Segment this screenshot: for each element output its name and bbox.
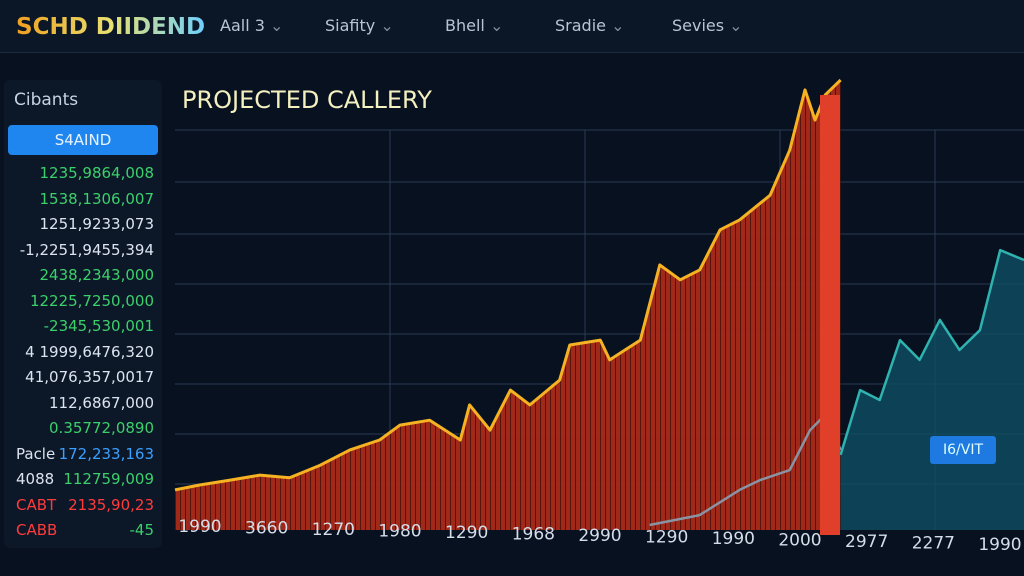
x-tick-label: 1990: [978, 535, 1021, 555]
x-tick-label: 1270: [312, 520, 355, 540]
row-value: 0.35772,0890: [49, 419, 154, 437]
x-tick-label: 3660: [245, 519, 288, 539]
data-row: 0.35772,0890: [8, 419, 154, 437]
x-tick-label: 2977: [845, 532, 888, 552]
dropdown[interactable]: Cibants: [14, 90, 79, 110]
data-row: 1538,1306,007: [8, 190, 154, 208]
x-tick-label: 2990: [578, 526, 621, 546]
data-row: CABB -45: [8, 521, 154, 539]
row-value: -2345,530,001: [43, 317, 154, 335]
row-label: CABB: [16, 521, 58, 539]
line: [174, 78, 842, 492]
data-row: 41,076,357,0017: [8, 368, 154, 386]
row-label: Pacle: [16, 444, 56, 463]
nav-item[interactable]: Sevies: [672, 16, 743, 35]
nav-item[interactable]: Aall 3: [220, 16, 283, 35]
x-tick-label: 1968: [512, 525, 555, 545]
row-value: 2135,90,23: [68, 495, 154, 514]
x-tick-label: 1290: [645, 528, 688, 548]
row-value: 112,6867,000: [49, 393, 154, 412]
row-value: 1538,1306,007: [39, 189, 154, 208]
row-label: 4088: [16, 470, 55, 488]
header: SCHD DIIDEND Aall 3 Siafity Bhell Sradie…: [0, 0, 1024, 53]
chart-title: PROJECTED CALLERY: [182, 86, 432, 114]
data-row: 4088 112759,009: [8, 470, 154, 488]
x-tick-label: 1990: [178, 517, 221, 537]
area: [175, 80, 841, 530]
row-label: CABT: [16, 495, 57, 514]
row-value: 2438,2343,000: [39, 266, 154, 284]
row-value: 4 1999,6476,320: [25, 342, 154, 361]
row-value: 172,233,163: [58, 444, 154, 463]
row-value: -45: [129, 521, 155, 539]
row-value: 12225,7250,000: [29, 291, 154, 310]
data-row: Pacle 172,233,163: [8, 445, 154, 463]
app-title: SCHD DIIDEND: [16, 14, 206, 40]
data-row: 1235,9864,008: [8, 164, 154, 182]
data-row: -1,2251,9455,394: [8, 241, 154, 259]
row-value: 112759,009: [63, 470, 154, 488]
row-value: 41,076,357,0017: [25, 368, 154, 386]
data-row: 4 1999,6476,320: [8, 343, 154, 361]
nav-item[interactable]: Sradie: [555, 16, 624, 35]
data-row: 1251,9233,073: [8, 215, 154, 233]
sidebar: Cibants S4AIND 1235,9864,008 1538,1306,00…: [4, 80, 162, 548]
x-tick-label: 1290: [445, 523, 488, 543]
row-value: -1,2251,9455,394: [19, 240, 154, 259]
chart-button[interactable]: I6/VIT: [930, 436, 996, 464]
nav-item[interactable]: Siafity: [325, 16, 394, 35]
highlight-wall: [820, 95, 840, 535]
data-row: -2345,530,001: [8, 317, 154, 335]
row-value: 1251,9233,073: [39, 215, 154, 233]
data-row: CABT 2135,90,23: [8, 496, 154, 514]
data-row: 112,6867,000: [8, 394, 154, 412]
row-value: 1235,9864,008: [39, 164, 154, 182]
data-row: 2438,2343,000: [8, 266, 154, 284]
x-tick-label: 2000: [778, 531, 821, 551]
x-tick-label: 2277: [912, 534, 955, 554]
data-row: 12225,7250,000: [8, 292, 154, 310]
nav-item[interactable]: Bhell: [445, 16, 503, 35]
line: [839, 248, 1024, 456]
x-tick-label: 1990: [712, 529, 755, 549]
sidebar-button[interactable]: S4AIND: [8, 125, 158, 155]
area: [840, 250, 1024, 530]
x-tick-label: 1980: [378, 522, 421, 542]
